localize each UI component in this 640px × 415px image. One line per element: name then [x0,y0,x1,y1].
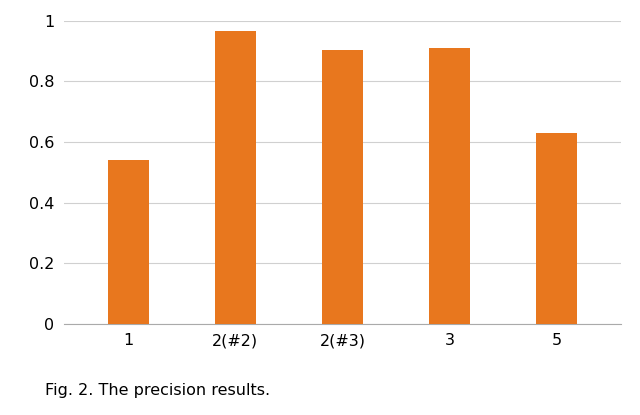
Bar [322,49,363,324]
Bar [429,48,470,324]
Bar [536,133,577,324]
Text: Fig. 2. The precision results.: Fig. 2. The precision results. [45,383,270,398]
Bar [108,160,148,324]
Bar [215,32,255,324]
